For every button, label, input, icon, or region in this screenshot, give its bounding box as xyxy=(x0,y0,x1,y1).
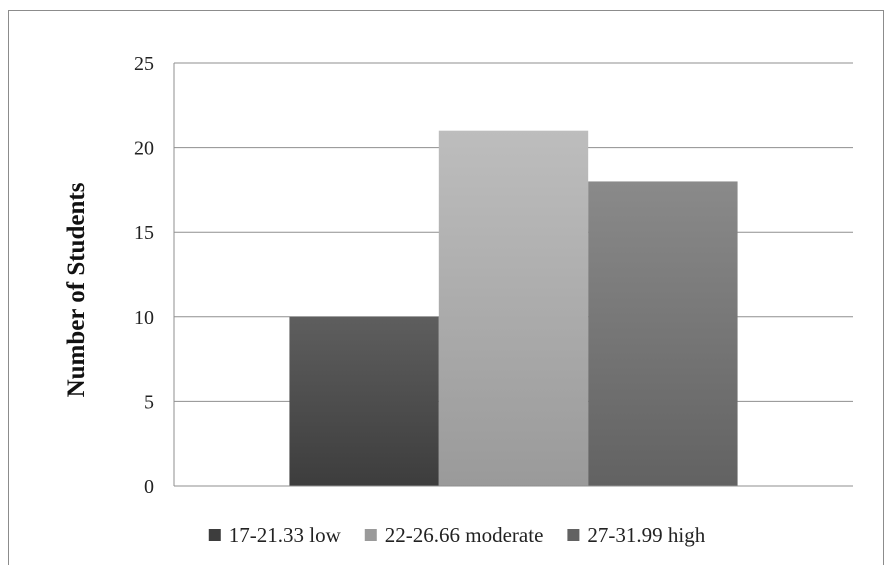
bars xyxy=(289,130,738,486)
legend-label-2: 27-31.99 high xyxy=(587,523,705,547)
bar-2 xyxy=(588,181,738,486)
y-tick-label: 25 xyxy=(134,53,154,75)
legend-swatch-2 xyxy=(567,529,580,541)
y-tick-label: 0 xyxy=(144,476,154,498)
y-tick-label: 20 xyxy=(134,138,154,160)
bar-1 xyxy=(438,130,589,486)
bar-chart: 0 5 10 15 20 25 Number of Students 17-21.33 l… xyxy=(63,53,853,547)
legend-label-0: 17-21.33 low xyxy=(229,523,342,547)
legend-swatch-1 xyxy=(364,529,377,541)
y-tick-labels: 0 5 10 15 20 25 xyxy=(134,53,154,498)
y-axis-title: Number of Students xyxy=(63,182,90,397)
y-tick-label: 15 xyxy=(134,222,154,244)
legend-label-1: 22-26.66 moderate xyxy=(385,523,544,547)
chart-frame: 0 5 10 15 20 25 Number of Students 17-21.33 l… xyxy=(8,10,884,565)
legend-swatch-0 xyxy=(208,529,221,541)
y-tick-label: 5 xyxy=(144,391,154,413)
axes xyxy=(173,63,853,487)
y-tick-label: 10 xyxy=(134,307,154,329)
legend: 17-21.33 low 22-26.66 moderate 27-31.99 hi… xyxy=(208,523,706,547)
bar-0 xyxy=(289,316,439,486)
